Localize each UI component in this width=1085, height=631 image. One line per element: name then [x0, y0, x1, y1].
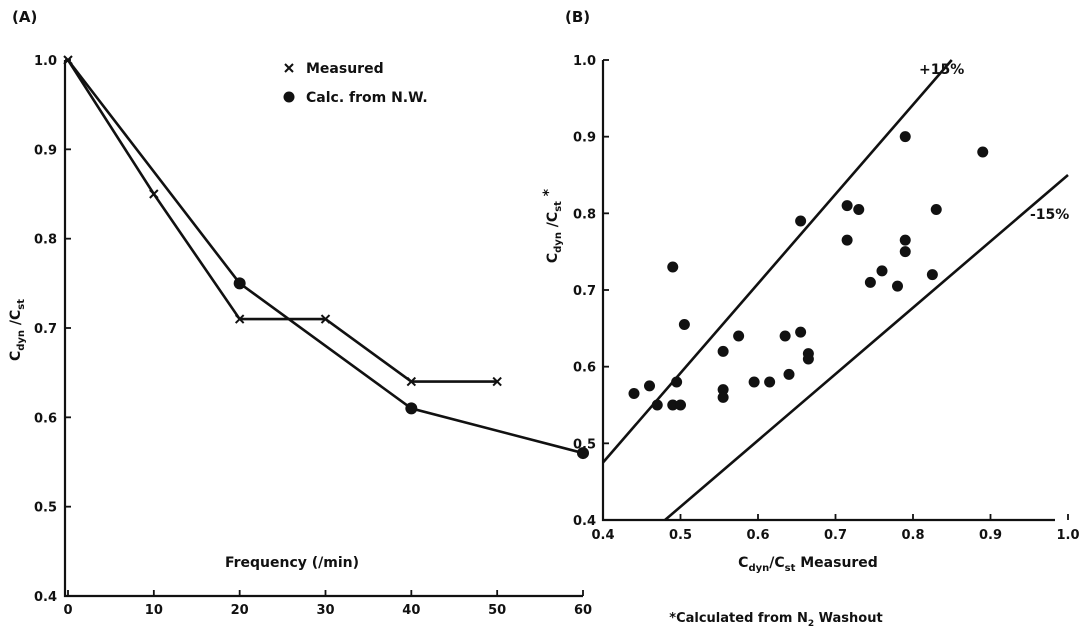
minus-15-percent-label: -15% [1030, 207, 1069, 223]
panel-a-y-tick-label: 0.5 [34, 501, 57, 516]
scatter-point [764, 376, 776, 388]
scatter-point [678, 319, 690, 330]
scatter-point [926, 269, 938, 281]
series-line-calc [66, 59, 584, 455]
scatter-point [795, 326, 807, 338]
measured-point [149, 189, 159, 199]
panel-b-y-tick-label: 0.9 [573, 131, 596, 146]
scatter-point [899, 246, 911, 258]
scatter-point [717, 391, 729, 403]
scatter-point [977, 146, 989, 158]
scatter-point [899, 234, 911, 246]
panel-b-y-tick-label: 0.6 [573, 361, 596, 376]
scatter-point [675, 399, 686, 411]
scatter-point [651, 399, 663, 411]
panel-a-y-tick-label: 0.4 [34, 590, 57, 605]
scatter-point [853, 204, 865, 215]
plus-15-percent-line [602, 59, 953, 464]
scatter-point [733, 330, 745, 342]
panel-a-x-tick-label: 30 [316, 603, 334, 618]
panel-a-y-axis-label: Cdyn /Cst [8, 299, 27, 361]
scatter-point [671, 376, 683, 388]
footnote: *Calculated from N2 Washout [669, 611, 882, 629]
panel-b-points [628, 131, 989, 411]
scatter-point [899, 131, 911, 143]
measured-point [492, 376, 502, 387]
minus-15-percent-line [664, 174, 1069, 521]
panel-b-y-axis-label: Cdyn /Cst * [541, 188, 564, 263]
panel-a-x-tick-label: 0 [63, 603, 72, 618]
measured-point [406, 376, 417, 387]
panel-a-x-tick-label: 10 [145, 603, 163, 618]
scatter-point [892, 280, 903, 292]
panel-a-label: (A) [12, 8, 37, 26]
panel-a-y-tick-label: 0.8 [34, 233, 57, 248]
scatter-point [930, 204, 942, 215]
panel-a-y-tick-label: 0.6 [34, 411, 57, 426]
panel-a-legend: Measured Calc. from N.W. [283, 61, 428, 106]
panel-b-y-tick-label: 0.7 [573, 284, 596, 299]
panel-a-x-tick-label: 50 [488, 603, 506, 618]
scatter-point [628, 388, 640, 399]
measured-point [320, 314, 331, 324]
panel-b-label: (B) [565, 8, 590, 26]
series-line-measured [66, 59, 498, 383]
scatter-point [802, 353, 814, 365]
scatter-point [779, 330, 791, 342]
legend-circle-marker-icon [283, 91, 295, 103]
scatter-point [667, 399, 679, 411]
panel-b-x-tick-label: 0.7 [824, 528, 847, 543]
panel-a-series [63, 55, 589, 460]
panel-a-y-tick-label: 1.0 [34, 54, 57, 69]
plus-15-percent-label: +15% [919, 62, 964, 78]
panel-a-y-tick-label: 0.9 [34, 143, 57, 158]
panel-b-scatter-chart: (B) Cdyn /Cst * Cdyn/Cst Measured 0.4 0.5… [541, 8, 1080, 574]
panel-b-x-tick-label: 1.0 [1056, 528, 1079, 543]
measured-point [234, 314, 245, 324]
panel-b-x-tick-label: 0.8 [901, 528, 924, 543]
panel-a-x-tick-label: 60 [574, 603, 592, 618]
panel-a-axes [63, 60, 583, 598]
scatter-point [748, 376, 760, 388]
panel-a-ticks: 0 10 20 30 40 50 60 0.4 0.5 0.6 0.7 0.8 0.9 1.0 [34, 54, 592, 618]
scatter-point [717, 345, 729, 357]
scatter-point [783, 368, 795, 380]
panel-b-x-axis-label: Cdyn/Cst Measured [738, 555, 878, 574]
calc-point [233, 277, 246, 290]
legend-label-measured: Measured [306, 61, 384, 77]
panel-a-x-tick-label: 20 [231, 603, 249, 618]
scatter-point [644, 380, 655, 392]
panel-b-x-tick-label: 0.9 [979, 528, 1002, 543]
panel-b-ticks: 0.4 0.5 0.6 0.7 0.8 0.9 1.0 0.4 0.5 0.6 0.7 0.8 0.9 1… [573, 54, 1080, 543]
panel-b-y-tick-label: 0.4 [573, 514, 596, 529]
calc-point [405, 402, 418, 415]
panel-b-y-tick-label: 1.0 [573, 54, 596, 69]
scatter-point [876, 265, 888, 277]
panel-b-y-tick-label: 0.8 [573, 207, 596, 222]
legend-x-marker-icon [284, 63, 294, 73]
scatter-point [864, 276, 876, 288]
panel-a-line-chart: (A) Cdyn /Cst Frequency (/min) 0 10 20 30 40… [8, 8, 592, 618]
scatter-point [841, 234, 853, 246]
calc-point [577, 447, 589, 460]
scatter-point [795, 215, 807, 227]
panel-b-x-tick-label: 0.4 [591, 528, 614, 543]
legend-label-calc: Calc. from N.W. [306, 90, 428, 106]
panel-a-x-tick-label: 40 [402, 603, 420, 618]
panel-b-reference-lines: +15% -15% [602, 59, 1069, 521]
panel-a-x-axis-label: Frequency (/min) [225, 555, 359, 571]
panel-a-y-tick-label: 0.7 [34, 322, 57, 337]
panel-b-x-tick-label: 0.5 [669, 528, 692, 543]
panel-b-axes [601, 60, 1055, 522]
scatter-point [667, 261, 679, 273]
panel-b-x-tick-label: 0.6 [746, 528, 769, 543]
scatter-point [841, 200, 853, 212]
panel-b-y-tick-label: 0.5 [573, 437, 596, 452]
scatter-point [717, 384, 729, 396]
